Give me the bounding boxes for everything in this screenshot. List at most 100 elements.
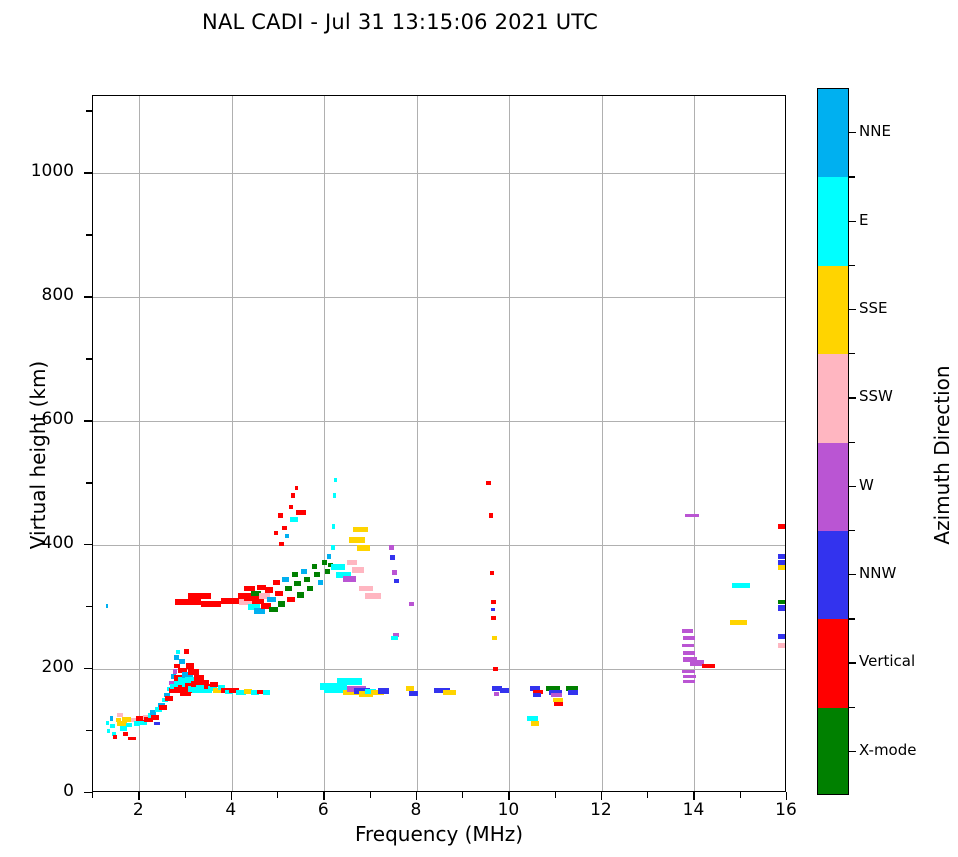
echo-mark xyxy=(777,643,785,648)
echo-mark xyxy=(314,572,320,578)
y-axis-tick-label: 400 xyxy=(41,533,74,554)
colorbar-boundary-tick xyxy=(849,618,855,620)
colorbar-segment-e xyxy=(818,177,848,266)
x-axis-tick xyxy=(138,792,140,800)
echo-mark xyxy=(336,572,352,578)
x-axis-title: Frequency (MHz) xyxy=(354,822,524,846)
echo-mark xyxy=(378,687,390,694)
echo-mark xyxy=(489,570,495,576)
echo-mark xyxy=(169,680,174,685)
echo-mark xyxy=(236,690,246,696)
echo-mark xyxy=(442,690,456,696)
echo-mark xyxy=(229,688,240,694)
echo-mark xyxy=(311,564,317,570)
echo-mark xyxy=(154,721,160,726)
colorbar-label-ssw: SSW xyxy=(859,387,893,406)
echo-mark xyxy=(106,728,110,734)
echo-mark xyxy=(279,541,285,547)
x-axis-tick xyxy=(508,792,510,800)
echo-mark xyxy=(530,721,539,726)
echo-mark xyxy=(207,686,217,692)
echo-mark xyxy=(282,525,287,530)
y-axis-tick xyxy=(84,792,92,794)
gridline-vertical xyxy=(231,96,233,791)
echo-mark xyxy=(337,678,363,685)
echo-mark xyxy=(701,664,715,668)
echo-mark xyxy=(331,524,336,530)
echo-mark xyxy=(110,723,115,729)
echo-mark xyxy=(777,600,785,605)
echo-mark xyxy=(127,736,136,741)
echo-mark xyxy=(303,577,310,583)
colorbar-tick xyxy=(849,750,856,753)
echo-mark xyxy=(277,513,284,518)
echo-mark xyxy=(264,586,273,593)
echo-mark xyxy=(294,486,299,491)
echo-mark xyxy=(105,603,109,609)
echo-mark xyxy=(347,559,358,566)
y-axis-tick xyxy=(84,668,92,670)
y-axis-tick-label: 600 xyxy=(41,409,74,430)
echo-mark xyxy=(210,682,219,688)
echo-mark xyxy=(532,692,542,698)
colorbar-segment-ssw xyxy=(818,354,848,443)
y-axis-tick-label: 1000 xyxy=(30,161,74,182)
echo-mark xyxy=(332,493,337,498)
echo-mark xyxy=(494,691,499,697)
colorbar-label-nne: NNE xyxy=(859,122,891,141)
echo-mark xyxy=(326,553,332,559)
colorbar-label-vertical: Vertical xyxy=(859,652,916,671)
echo-mark xyxy=(238,599,255,605)
x-axis-tick-label: 12 xyxy=(590,800,612,820)
echo-mark xyxy=(130,717,139,723)
x-axis-tick-label: 2 xyxy=(132,800,144,820)
echo-mark xyxy=(348,537,365,543)
colorbar-segment-vertical xyxy=(818,619,848,708)
echo-mark xyxy=(213,688,223,694)
echo-mark xyxy=(391,635,398,641)
echo-mark xyxy=(392,570,398,575)
echo-mark xyxy=(682,643,694,648)
colorbar-boundary-tick xyxy=(849,353,855,355)
gridline-vertical xyxy=(416,96,418,791)
echo-mark xyxy=(290,516,299,522)
gridline-horizontal xyxy=(93,545,785,547)
echo-mark xyxy=(113,735,118,740)
echo-mark xyxy=(221,598,247,604)
echo-mark xyxy=(685,513,700,518)
echo-mark xyxy=(174,680,186,688)
echo-mark xyxy=(254,608,266,614)
echo-mark xyxy=(527,716,538,722)
y-axis-tick xyxy=(84,172,92,174)
colorbar-label-e: E xyxy=(859,210,869,229)
echo-mark xyxy=(190,681,203,687)
echo-mark xyxy=(317,579,324,585)
echo-mark xyxy=(142,715,150,720)
echo-mark xyxy=(554,701,563,706)
x-axis-tick-label: 6 xyxy=(317,800,329,820)
echo-mark xyxy=(181,672,193,679)
echo-mark xyxy=(357,545,371,552)
echo-mark xyxy=(683,674,697,679)
echo-mark xyxy=(490,600,496,605)
echo-mark xyxy=(434,688,451,694)
x-axis-minor-tick xyxy=(462,792,464,798)
echo-mark xyxy=(251,598,264,604)
echo-mark xyxy=(777,524,785,530)
echo-mark xyxy=(342,689,364,696)
echo-mark xyxy=(178,659,186,665)
gridline-vertical xyxy=(509,96,511,791)
echo-mark xyxy=(175,599,201,605)
echo-mark xyxy=(682,679,695,684)
echo-mark xyxy=(173,655,180,661)
echo-mark xyxy=(106,720,110,726)
x-axis-tick-label: 4 xyxy=(225,800,237,820)
echo-mark xyxy=(682,669,696,674)
echo-mark xyxy=(111,731,116,737)
colorbar-boundary-tick xyxy=(849,176,855,178)
echo-mark xyxy=(217,685,226,691)
x-axis-tick-label: 8 xyxy=(410,800,422,820)
echo-mark xyxy=(180,691,191,697)
echo-mark xyxy=(307,586,314,592)
